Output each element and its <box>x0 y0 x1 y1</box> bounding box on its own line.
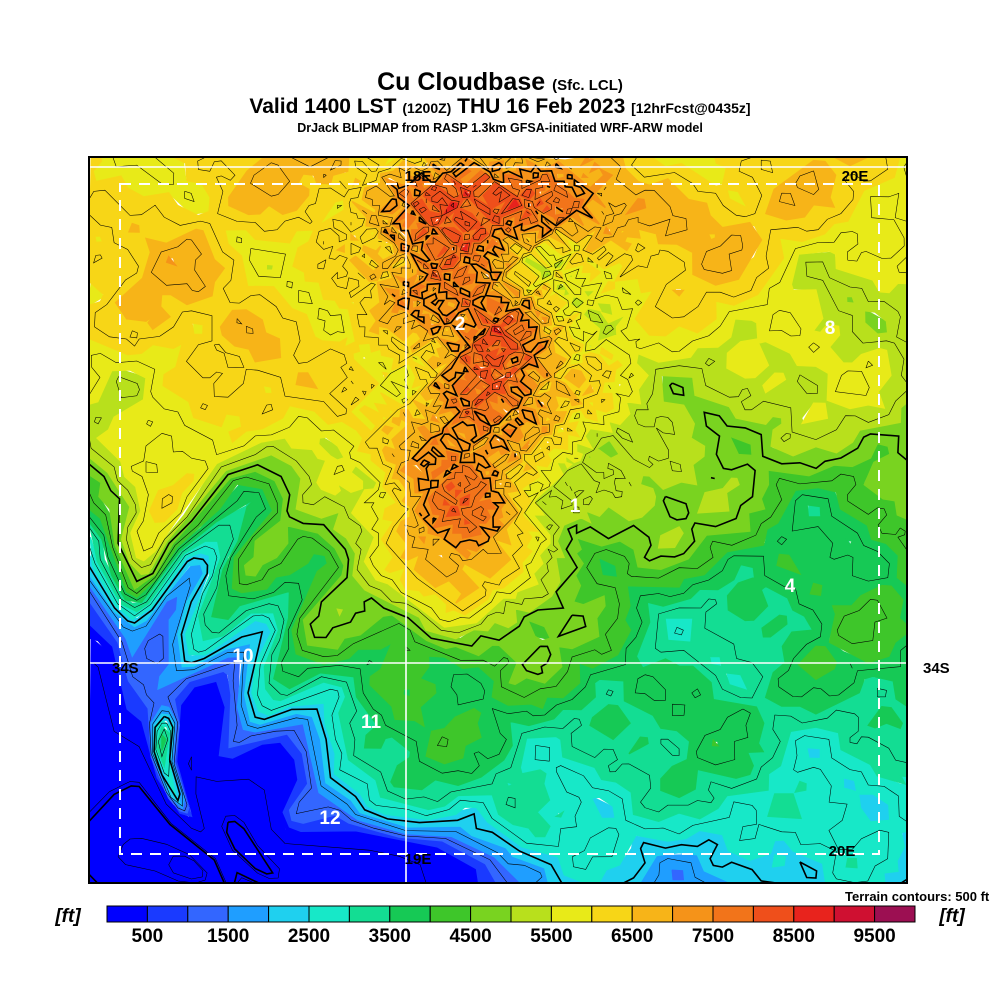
svg-text:20E: 20E <box>842 168 869 185</box>
svg-text:500: 500 <box>132 926 164 947</box>
svg-text:10: 10 <box>232 646 253 667</box>
svg-text:34S: 34S <box>923 660 950 677</box>
svg-text:19E: 19E <box>405 851 432 868</box>
svg-text:4500: 4500 <box>449 926 491 947</box>
svg-text:18E: 18E <box>405 168 432 185</box>
svg-text:3500: 3500 <box>369 926 411 947</box>
svg-text:11: 11 <box>361 712 382 733</box>
svg-text:8500: 8500 <box>773 926 815 947</box>
svg-text:9500: 9500 <box>853 926 895 947</box>
svg-text:1: 1 <box>570 496 581 517</box>
svg-text:8: 8 <box>825 318 836 339</box>
svg-text:2: 2 <box>455 314 466 335</box>
svg-text:[ft]: [ft] <box>938 906 965 927</box>
svg-text:5500: 5500 <box>530 926 572 947</box>
svg-text:20E: 20E <box>829 843 856 860</box>
svg-text:Terrain contours: 500 ft: Terrain contours: 500 ft <box>845 889 990 904</box>
svg-text:4: 4 <box>785 576 796 597</box>
svg-text:6500: 6500 <box>611 926 653 947</box>
svg-text:7500: 7500 <box>692 926 734 947</box>
svg-text:[ft]: [ft] <box>54 906 81 927</box>
svg-text:12: 12 <box>319 808 340 829</box>
svg-text:2500: 2500 <box>288 926 330 947</box>
svg-text:34S: 34S <box>112 660 139 677</box>
svg-text:1500: 1500 <box>207 926 249 947</box>
